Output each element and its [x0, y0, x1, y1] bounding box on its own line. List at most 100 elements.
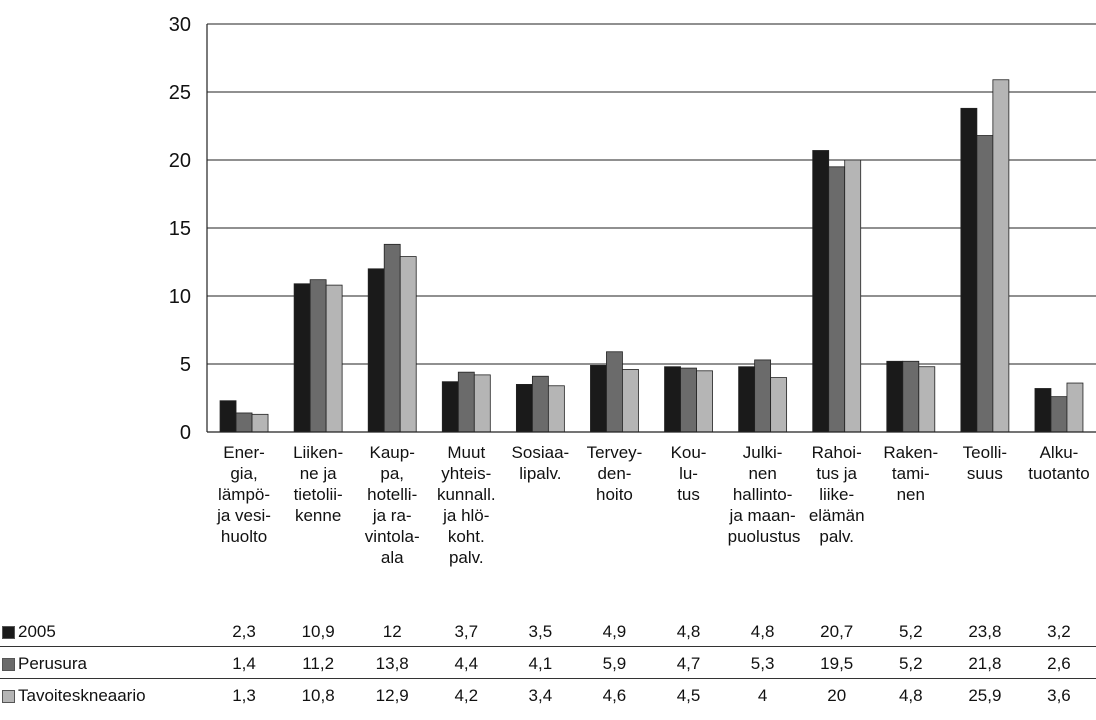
- y-tick-label: 5: [180, 354, 191, 376]
- category-label-line: lämpö-: [218, 485, 271, 504]
- bar-2005: [738, 366, 756, 433]
- category-label-line: Kou-: [670, 443, 707, 462]
- bar-tavoiteskneaario: [1066, 382, 1084, 433]
- category-label-line: koht.: [447, 527, 485, 546]
- table-cell: 13,8: [375, 654, 409, 673]
- table-cell: 4,8: [898, 686, 923, 705]
- category-label-line: vintola-: [364, 527, 420, 546]
- category-label-line: nen: [896, 485, 925, 504]
- table-cell: 4,4: [454, 654, 479, 673]
- bar-tavoiteskneaario: [547, 385, 565, 433]
- y-tick-label: 0: [180, 422, 191, 444]
- y-tick-label: 10: [169, 286, 191, 308]
- bar-perusura: [754, 359, 772, 433]
- table-row-divider: [0, 646, 1096, 647]
- table-cell: 3,4: [528, 686, 553, 705]
- table-cell: 5,9: [602, 654, 627, 673]
- bar-tavoiteskneaario: [770, 377, 788, 433]
- bar-2005: [219, 400, 237, 433]
- table-row-divider: [0, 678, 1096, 679]
- bars: [219, 79, 1084, 433]
- category-label-line: tuotanto: [1028, 464, 1090, 483]
- category-label-line: ja hlö-: [443, 506, 490, 525]
- legend-swatch: [2, 657, 15, 671]
- table-cell: 5,2: [898, 654, 923, 673]
- bar-2005: [812, 150, 830, 433]
- category-label-line: Muut: [447, 443, 486, 462]
- category-label-line: ja vesi-: [217, 506, 271, 525]
- category-label-line: Teolli-: [962, 443, 1008, 462]
- table-cell: 4,2: [454, 686, 479, 705]
- category-label: Muut yhteis-kunnall. ja hlö-koht. palv.: [431, 442, 501, 568]
- category-label: Julki-nen hallinto-ja maan-puolustus: [727, 442, 801, 547]
- category-label-line: ja ra-: [372, 506, 412, 525]
- table-cell: 5,3: [750, 654, 775, 673]
- table-cell: 10,8: [301, 686, 335, 705]
- category-label-line: tami-: [891, 464, 930, 483]
- table-cell: 4,8: [676, 622, 701, 641]
- bar-2005: [960, 107, 978, 433]
- table-cell: 23,8: [968, 622, 1002, 641]
- legend-entry: 2005: [2, 622, 56, 641]
- bar-perusura: [1050, 396, 1068, 433]
- bar-perusura: [383, 243, 401, 433]
- gridlines: [207, 23, 1096, 433]
- category-label-line: puolustus: [727, 527, 801, 546]
- bar-perusura: [235, 412, 253, 433]
- table-row: 2005 2,3 10,9 12 3,7 3,5 4,9 4,8 4,8 20,7 5,2 23,8 3…: [0, 615, 1096, 647]
- table-cell: 4,7: [676, 654, 701, 673]
- y-tick-label: 15: [169, 218, 191, 240]
- category-label-line: tietolii-: [293, 485, 343, 504]
- bar-tavoiteskneaario: [473, 374, 491, 433]
- legend-label: Perusura: [18, 654, 87, 673]
- axes: [206, 24, 1096, 433]
- category-label: Alku-tuotanto: [1024, 442, 1094, 484]
- y-axis-tick-labels: 0 5 10 15 20 25 30: [169, 14, 191, 444]
- table-cell: 5,2: [898, 622, 923, 641]
- category-label-line: den-: [597, 464, 632, 483]
- table-cell: 12,9: [375, 686, 409, 705]
- category-label-line: lipalv.: [519, 464, 562, 483]
- y-tick-label: 30: [169, 14, 191, 36]
- category-label-line: Ener-: [223, 443, 265, 462]
- category-label-line: Tervey-: [586, 443, 643, 462]
- table-cell: 20,7: [820, 622, 854, 641]
- category-label-line: huolto: [220, 527, 268, 546]
- table-cell: 4: [757, 686, 768, 705]
- bar-2005: [1034, 388, 1052, 433]
- table-cell: 4,8: [750, 622, 775, 641]
- category-label-line: suus: [966, 464, 1003, 483]
- bar-perusura: [976, 135, 994, 433]
- table-cell: 4,1: [528, 654, 553, 673]
- category-label-line: palv.: [819, 527, 855, 546]
- category-label-line: palv.: [448, 548, 484, 567]
- category-label-line: kenne: [294, 506, 342, 525]
- bar-perusura: [457, 371, 475, 433]
- category-label: Raken-tami-nen: [876, 442, 946, 505]
- category-label-line: ne ja: [299, 464, 337, 483]
- table-cell: 3,6: [1047, 686, 1071, 705]
- bar-perusura: [309, 279, 327, 433]
- category-label: Liiken-ne ja tietolii-kenne: [283, 442, 353, 526]
- category-label-line: Julki-: [742, 443, 783, 462]
- category-label-line: gia,: [230, 464, 258, 483]
- category-label-line: tus: [677, 485, 700, 504]
- bar-perusura: [902, 360, 920, 433]
- category-label-line: Liiken-: [293, 443, 344, 462]
- table-cell: 10,9: [301, 622, 335, 641]
- table-cell: 4,5: [676, 686, 701, 705]
- category-label: Tervey-den-hoito: [579, 442, 649, 505]
- table-cell: 4,6: [602, 686, 627, 705]
- bar-tavoiteskneaario: [918, 366, 936, 433]
- y-tick-label: 20: [169, 150, 191, 172]
- category-label: Kaup-pa, hotelli-ja ra-vintola-ala: [357, 442, 427, 568]
- category-label: Sosiaa-lipalv.: [505, 442, 575, 484]
- bar-2005: [367, 268, 385, 433]
- table-cell: 3,5: [528, 622, 553, 641]
- category-label-line: nen: [748, 464, 777, 483]
- bar-perusura: [680, 367, 697, 433]
- table-cell: 21,8: [968, 654, 1002, 673]
- category-label-line: Sosiaa-: [511, 443, 570, 462]
- bar-perusura: [531, 375, 549, 433]
